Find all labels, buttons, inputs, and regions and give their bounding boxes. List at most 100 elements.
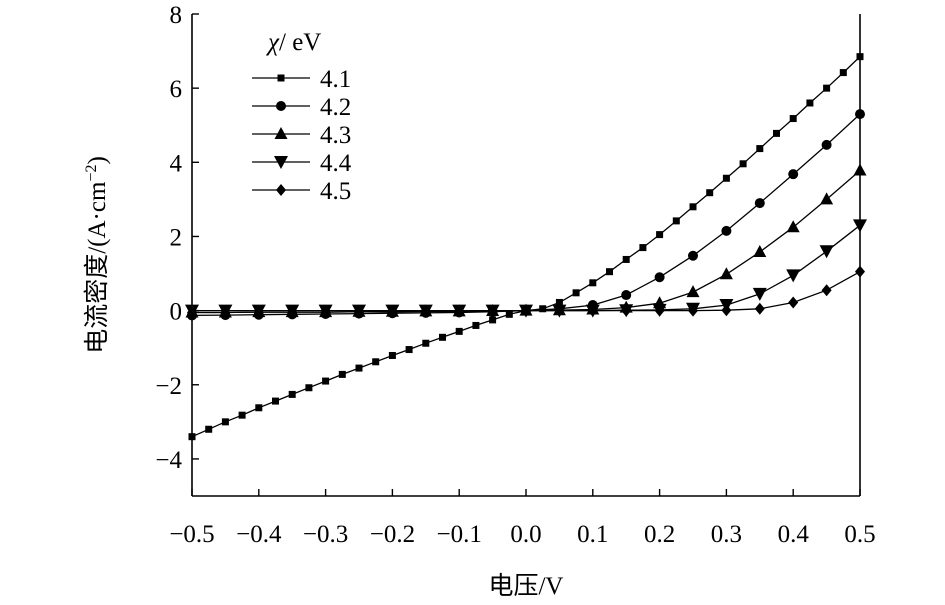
legend-label: 4.5: [320, 178, 351, 205]
data-point: [820, 192, 834, 205]
data-point: [621, 290, 632, 301]
x-tick-label: 0.0: [510, 521, 541, 548]
data-point: [472, 321, 480, 329]
data-point: [253, 306, 264, 319]
x-tick-label: 0.3: [711, 521, 742, 548]
x-tick-label: −0.5: [169, 521, 214, 548]
data-point: [686, 285, 700, 298]
legend-marker: [274, 127, 288, 139]
data-point: [539, 305, 547, 313]
y-axis-label: 电流密度/(A·cm−2): [83, 156, 111, 354]
data-point: [387, 305, 398, 318]
data-point: [722, 174, 730, 182]
data-point: [288, 390, 296, 398]
y-tick-label: 4: [170, 150, 183, 177]
data-point: [856, 53, 864, 61]
x-tick-label: 0.4: [778, 521, 810, 548]
data-point: [320, 306, 331, 319]
data-point: [739, 160, 747, 168]
data-point: [188, 433, 196, 441]
data-point: [721, 304, 732, 317]
data-point: [853, 163, 867, 176]
data-point: [855, 265, 865, 278]
data-point: [554, 304, 565, 317]
data-point: [489, 316, 497, 324]
data-point: [654, 272, 665, 283]
series-4-5: [187, 265, 865, 319]
legend-entry: 4.5: [252, 178, 351, 205]
data-point: [821, 284, 832, 297]
data-point: [322, 377, 330, 385]
data-point: [221, 418, 229, 426]
data-point: [706, 189, 714, 197]
legend-entry: 4.4: [252, 150, 352, 177]
data-point: [823, 84, 831, 92]
data-point: [688, 250, 698, 261]
x-axis-label: 电压/V: [488, 572, 563, 600]
data-point: [756, 145, 764, 153]
legend-title-unit: / eV: [279, 29, 321, 56]
y-axis-label-main: 电流密度/(A·cm: [83, 181, 111, 354]
ticks: −0.5 −0.4 −0.3 −0.2 −0.1 0.0 0.1 0.2 0.3 0.4 0.5 −4…: [155, 2, 875, 548]
data-point: [753, 245, 767, 258]
data-point: [721, 225, 732, 236]
data-point: [272, 397, 279, 405]
data-point: [606, 268, 613, 276]
data-point: [786, 220, 800, 233]
legend-entry: 4.1: [252, 66, 351, 93]
data-point: [689, 203, 697, 211]
legend-label: 4.4: [320, 150, 352, 177]
data-point: [819, 245, 834, 259]
data-point: [455, 327, 463, 335]
x-tick-label: −0.4: [236, 521, 282, 548]
y-tick-label: 2: [170, 224, 183, 251]
data-point: [622, 255, 630, 263]
x-tick-label: 0.1: [577, 521, 608, 548]
data-point: [589, 279, 597, 287]
data-point: [672, 217, 680, 225]
data-point: [754, 302, 765, 315]
data-point: [505, 310, 513, 318]
data-point: [752, 287, 767, 301]
data-point: [688, 304, 698, 317]
data-point: [806, 99, 814, 107]
data-point: [853, 219, 867, 233]
series-4-4: [185, 219, 867, 318]
data-point: [786, 269, 801, 283]
data-point: [639, 244, 647, 252]
data-point: [621, 304, 632, 317]
data-point: [422, 339, 430, 347]
data-point: [287, 306, 298, 319]
legend: χ/ eV 4.14.24.34.44.5: [252, 29, 352, 205]
data-point: [587, 304, 598, 317]
series-line: [191, 113, 861, 317]
data-point: [487, 304, 498, 317]
data-point: [773, 129, 780, 137]
data-point: [439, 333, 446, 341]
y-tick-label: −2: [155, 373, 182, 400]
x-tick-label: −0.1: [437, 521, 482, 548]
data-point: [388, 351, 396, 359]
data-point: [855, 109, 865, 120]
legend-marker: [276, 101, 286, 111]
data-point: [788, 169, 799, 180]
data-point: [338, 370, 346, 378]
legend-label: 4.3: [320, 122, 351, 149]
data-point: [255, 404, 263, 412]
y-tick-label: 8: [170, 2, 183, 29]
y-tick-label: −4: [155, 447, 182, 474]
data-point: [454, 305, 465, 318]
data-point: [205, 425, 213, 433]
data-point: [238, 411, 246, 419]
x-tick-label: 0.5: [844, 521, 875, 548]
data-point: [754, 198, 765, 209]
y-tick-label: 0: [170, 299, 183, 326]
data-point: [405, 346, 413, 354]
data-point: [555, 298, 563, 306]
data-point: [789, 115, 797, 123]
data-point: [521, 304, 531, 317]
legend-entry: 4.3: [252, 122, 351, 149]
data-point: [420, 305, 431, 318]
data-point: [654, 304, 665, 317]
